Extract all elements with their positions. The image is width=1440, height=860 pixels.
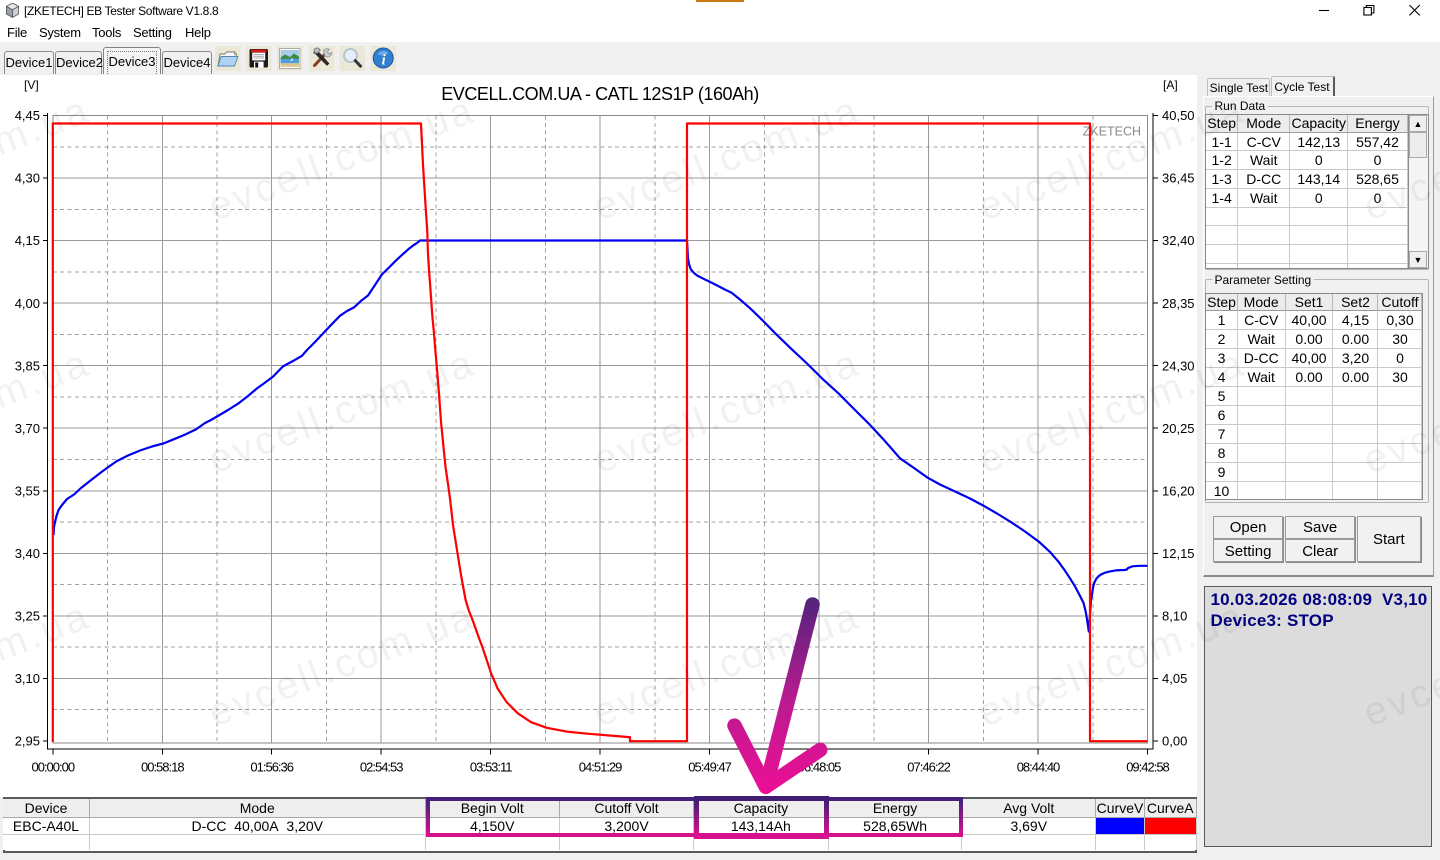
svg-text:4,00: 4,00 xyxy=(15,296,40,311)
svg-text:09:42:58: 09:42:58 xyxy=(1126,760,1169,775)
svg-text:07:46:22: 07:46:22 xyxy=(907,760,950,775)
svg-text:3,85: 3,85 xyxy=(15,358,40,373)
svg-text:00:00:00: 00:00:00 xyxy=(31,760,74,775)
svg-text:4,15: 4,15 xyxy=(15,233,40,248)
svg-text:00:58:18: 00:58:18 xyxy=(141,760,184,775)
svg-text:02:54:53: 02:54:53 xyxy=(360,760,403,775)
svg-text:4,05: 4,05 xyxy=(1162,671,1187,686)
svg-text:12,15: 12,15 xyxy=(1162,546,1195,561)
svg-text:i: i xyxy=(382,53,386,69)
svg-text:3,10: 3,10 xyxy=(15,671,40,686)
svg-text:20,25: 20,25 xyxy=(1162,421,1195,436)
svg-text:4,45: 4,45 xyxy=(15,108,40,123)
svg-text:[V]: [V] xyxy=(24,78,39,92)
svg-text:4,30: 4,30 xyxy=(15,171,40,186)
svg-text:ZKETECH: ZKETECH xyxy=(1083,125,1141,139)
svg-text:0,00: 0,00 xyxy=(1162,734,1187,749)
svg-text:2,95: 2,95 xyxy=(15,734,40,749)
svg-text:08:44:40: 08:44:40 xyxy=(1017,760,1060,775)
svg-text:3,25: 3,25 xyxy=(15,609,40,624)
svg-text:05:49:47: 05:49:47 xyxy=(688,760,731,775)
svg-text:[A]: [A] xyxy=(1163,78,1178,92)
svg-text:3,40: 3,40 xyxy=(15,546,40,561)
svg-text:01:56:36: 01:56:36 xyxy=(250,760,293,775)
svg-text:3,70: 3,70 xyxy=(15,421,40,436)
svg-text:24,30: 24,30 xyxy=(1162,358,1195,373)
svg-text:EVCELL.COM.UA - CATL 12S1P (16: EVCELL.COM.UA - CATL 12S1P (160Ah) xyxy=(441,84,759,104)
svg-text:06:48:05: 06:48:05 xyxy=(798,760,841,775)
svg-text:3,55: 3,55 xyxy=(15,483,40,498)
svg-text:28,35: 28,35 xyxy=(1162,296,1195,311)
svg-text:04:51:29: 04:51:29 xyxy=(579,760,622,775)
svg-text:8,10: 8,10 xyxy=(1162,609,1187,624)
svg-text:36,45: 36,45 xyxy=(1162,171,1195,186)
svg-text:03:53:11: 03:53:11 xyxy=(470,760,512,775)
svg-text:16,20: 16,20 xyxy=(1162,483,1195,498)
svg-text:32,40: 32,40 xyxy=(1162,233,1195,248)
svg-text:40,50: 40,50 xyxy=(1162,108,1195,123)
